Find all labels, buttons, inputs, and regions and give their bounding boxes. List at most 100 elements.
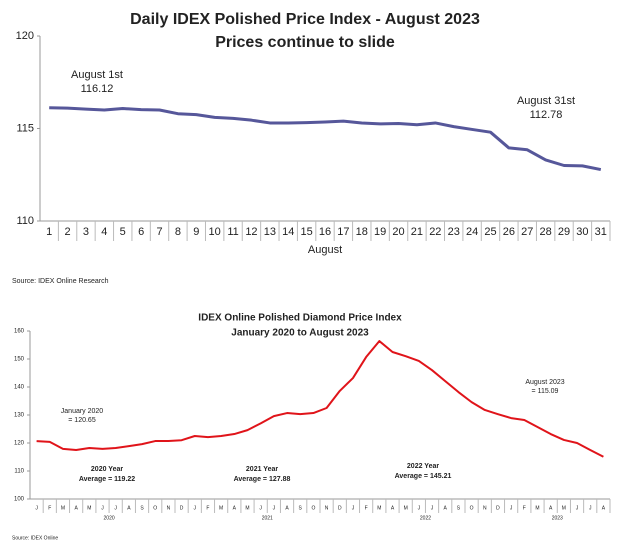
x-tick-label: 15	[300, 226, 312, 238]
x-tick-label: A	[74, 505, 78, 511]
annotation: August 1st	[71, 69, 123, 81]
annotation: Average = 127.88	[234, 476, 291, 483]
x-tick-label: 9	[193, 226, 199, 238]
year-label: 2022	[420, 515, 431, 521]
x-tick-label: 20	[392, 226, 404, 238]
annotation: August 31st	[517, 95, 575, 107]
x-tick-label: J	[259, 505, 262, 511]
x-tick-label: 11	[227, 226, 238, 238]
x-tick-label: J	[418, 505, 421, 511]
x-tick-label: M	[219, 505, 223, 511]
x-tick-label: A	[233, 505, 237, 511]
x-tick-label: J	[273, 505, 276, 511]
x-tick-label: 1	[46, 226, 52, 238]
x-tick-label: O	[311, 505, 315, 511]
x-tick-label: M	[377, 505, 381, 511]
x-tick-label: D	[180, 505, 184, 511]
chart-subtitle: January 2020 to August 2023	[231, 328, 369, 339]
y-tick-label: 120	[14, 441, 25, 447]
x-tick-label: N	[483, 505, 487, 511]
x-tick-label: 2	[65, 226, 71, 238]
y-tick-label: 150	[14, 357, 25, 363]
annotation: January 2020	[61, 408, 104, 415]
x-tick-label: 12	[245, 226, 257, 238]
y-tick-label: 110	[16, 215, 34, 227]
x-tick-label: 6	[138, 226, 144, 238]
annotation: 2020 Year	[91, 466, 123, 473]
x-tick-label: J	[101, 505, 104, 511]
annotation: Average = 119.22	[79, 476, 135, 483]
x-tick-label: 26	[503, 226, 515, 238]
y-tick-label: 115	[16, 122, 34, 134]
x-tick-label: M	[562, 505, 566, 511]
x-tick-label: 25	[484, 226, 496, 238]
x-tick-label: J	[589, 505, 592, 511]
x-tick-label: J	[576, 505, 579, 511]
x-tick-label: 17	[337, 226, 349, 238]
y-tick-label: 140	[14, 385, 25, 391]
annotation: = 120.65	[68, 417, 96, 424]
x-tick-label: 7	[156, 226, 162, 238]
y-tick-label: 110	[14, 469, 24, 475]
x-tick-label: 18	[356, 226, 368, 238]
year-label: 2020	[104, 515, 115, 521]
data-line	[49, 106, 602, 172]
y-tick-label: 120	[16, 30, 34, 42]
annotation: August 2023	[525, 379, 564, 386]
x-tick-label: 23	[448, 226, 460, 238]
x-tick-label: 21	[411, 226, 423, 238]
source-note: Source: IDEX Online Research	[12, 278, 109, 285]
x-tick-label: O	[470, 505, 474, 511]
annotation: 2021 Year	[246, 466, 278, 473]
x-tick-label: O	[153, 505, 157, 511]
chart-subtitle: Prices continue to slide	[215, 34, 395, 51]
x-tick-label: 4	[101, 226, 107, 238]
x-tick-label: M	[87, 505, 91, 511]
x-tick-label: M	[404, 505, 408, 511]
year-label: 2021	[262, 515, 273, 521]
x-tick-label: D	[338, 505, 342, 511]
annotation: 112.78	[530, 109, 563, 121]
x-tick-label: 29	[558, 226, 570, 238]
x-tick-label: J	[114, 505, 117, 511]
annotation: 2022 Year	[407, 463, 439, 470]
x-tick-label: F	[365, 505, 368, 511]
chart-title: IDEX Online Polished Diamond Price Index	[198, 313, 402, 324]
x-tick-label: M	[245, 505, 249, 511]
x-tick-label: 30	[576, 226, 588, 238]
annotation: = 115.09	[532, 388, 559, 395]
x-tick-label: 19	[374, 226, 386, 238]
x-tick-label: D	[496, 505, 500, 511]
x-tick-label: F	[48, 505, 51, 511]
x-tick-label: M	[61, 505, 65, 511]
x-tick-label: S	[457, 505, 461, 511]
x-tick-label: 3	[83, 226, 89, 238]
x-tick-label: 28	[540, 226, 552, 238]
chart-title: Daily IDEX Polished Price Index - August…	[130, 11, 480, 28]
x-tick-label: A	[391, 505, 395, 511]
x-tick-label: S	[140, 505, 144, 511]
x-tick-label: 13	[264, 226, 276, 238]
x-tick-label: S	[299, 505, 303, 511]
x-tick-label: A	[602, 505, 606, 511]
x-tick-label: 14	[282, 226, 294, 238]
x-tick-label: A	[444, 505, 448, 511]
x-tick-label: 16	[319, 226, 331, 238]
x-tick-label: A	[549, 505, 553, 511]
annotation: 116.12	[81, 83, 114, 95]
source-note: Source: IDEX Online	[12, 535, 58, 541]
x-tick-label: 8	[175, 226, 181, 238]
x-tick-label: 27	[521, 226, 533, 238]
x-tick-label: F	[523, 505, 526, 511]
x-tick-label: 31	[595, 226, 607, 238]
data-line	[36, 340, 604, 458]
x-tick-label: F	[206, 505, 209, 511]
y-tick-label: 100	[14, 497, 25, 503]
y-tick-label: 160	[14, 329, 25, 335]
x-tick-label: 24	[466, 226, 478, 238]
x-tick-label: 5	[120, 226, 126, 238]
x-axis-label: August	[308, 244, 342, 256]
x-tick-label: N	[167, 505, 171, 511]
